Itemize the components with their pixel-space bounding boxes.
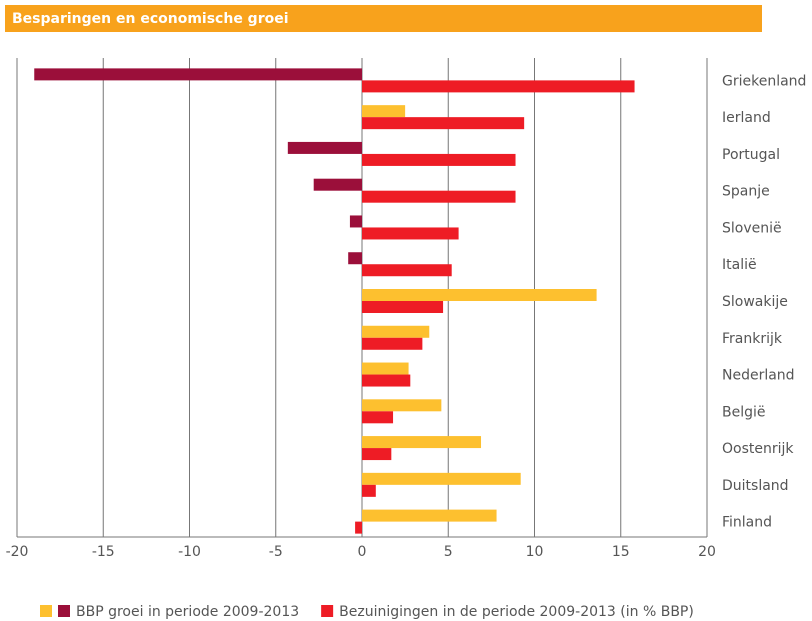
- bar: [362, 509, 497, 522]
- category-label: Griekenland: [722, 73, 806, 89]
- category-label: Slowakije: [722, 294, 788, 310]
- category-label: Ierland: [722, 110, 771, 126]
- bar: [362, 484, 376, 497]
- chart-title: Besparingen en economische groei: [12, 11, 289, 27]
- legend-label: Bezuinigingen in de periode 2009-2013 (i…: [339, 604, 694, 620]
- category-label: Spanje: [722, 184, 770, 200]
- bar: [362, 301, 444, 313]
- category-label: Oostenrijk: [722, 441, 794, 457]
- bar: [362, 362, 409, 375]
- category-label: Duitsland: [722, 478, 789, 494]
- category-label: Portugal: [722, 147, 780, 163]
- bar: [362, 117, 525, 130]
- bar: [349, 215, 362, 228]
- bar: [362, 448, 392, 461]
- bar: [362, 337, 423, 350]
- bar: [362, 153, 516, 166]
- bar: [362, 411, 394, 424]
- x-tick-label: 10: [526, 544, 544, 560]
- category-label: Italië: [722, 257, 757, 273]
- bar: [362, 227, 459, 240]
- bar: [362, 436, 482, 449]
- bar: [362, 374, 411, 387]
- x-tick-label: 5: [444, 544, 453, 560]
- category-label: Frankrijk: [722, 331, 783, 347]
- bar: [355, 521, 362, 534]
- category-label: Finland: [722, 515, 772, 531]
- category-label: Slovenië: [722, 220, 782, 236]
- x-tick-label: -20: [6, 544, 29, 560]
- bar: [287, 141, 362, 154]
- x-tick-label: 20: [698, 544, 716, 560]
- bar: [348, 252, 362, 265]
- bar: [362, 80, 635, 93]
- legend-swatch: [58, 605, 70, 617]
- bar: [362, 289, 597, 301]
- bar: [362, 264, 452, 277]
- bar: [362, 190, 516, 203]
- bar: [362, 325, 430, 338]
- title-bar: [5, 5, 762, 32]
- x-tick-label: 0: [358, 544, 367, 560]
- bar: [362, 105, 406, 118]
- bar: [362, 399, 442, 412]
- x-tick-label: -10: [178, 544, 201, 560]
- bar: [313, 178, 362, 191]
- category-label: België: [722, 404, 766, 420]
- legend-label: BBP groei in periode 2009-2013: [76, 604, 299, 620]
- category-label: Nederland: [722, 368, 795, 384]
- x-tick-label: 15: [612, 544, 630, 560]
- bar: [362, 472, 521, 485]
- bar: [34, 68, 362, 81]
- legend-swatch: [321, 605, 334, 617]
- x-tick-label: -5: [269, 544, 283, 560]
- legend-swatch: [40, 605, 52, 617]
- x-tick-label: -15: [92, 544, 115, 560]
